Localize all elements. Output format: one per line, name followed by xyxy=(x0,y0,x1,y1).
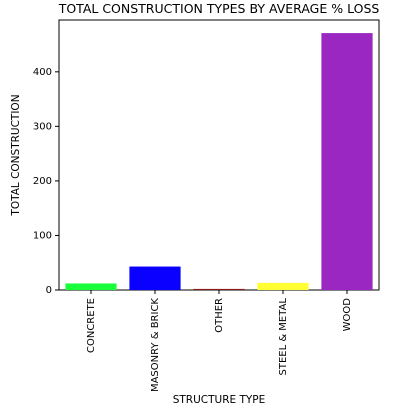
x-tick-label: MASONRY & BRICK xyxy=(150,298,161,392)
x-tick-label: STEEL & METAL xyxy=(278,298,289,376)
y-tick-label: 400 xyxy=(33,67,52,78)
y-axis: 0 100 200 300 400 xyxy=(33,67,59,296)
bar-masonry-brick xyxy=(129,266,181,290)
bar-other xyxy=(193,288,245,290)
y-tick-label: 200 xyxy=(33,176,52,187)
bar-concrete xyxy=(65,283,117,290)
bar-wood xyxy=(321,33,373,290)
x-tick-label: OTHER xyxy=(214,298,225,333)
y-tick-label: 100 xyxy=(33,230,52,241)
x-axis-label: STRUCTURE TYPE xyxy=(173,394,266,406)
chart-title: TOTAL CONSTRUCTION TYPES BY AVERAGE % LO… xyxy=(58,1,380,16)
y-tick-label: 300 xyxy=(33,121,52,132)
y-tick-label: 0 xyxy=(46,285,52,296)
y-axis-label: TOTAL CONSTRUCTION xyxy=(10,94,22,216)
x-tick-label: CONCRETE xyxy=(86,298,97,353)
x-tick-label: WOOD xyxy=(342,298,353,332)
bar-steel-metal xyxy=(257,282,309,290)
bars-group xyxy=(65,33,373,290)
x-axis: CONCRETE MASONRY & BRICK OTHER STEEL & META… xyxy=(86,290,353,392)
